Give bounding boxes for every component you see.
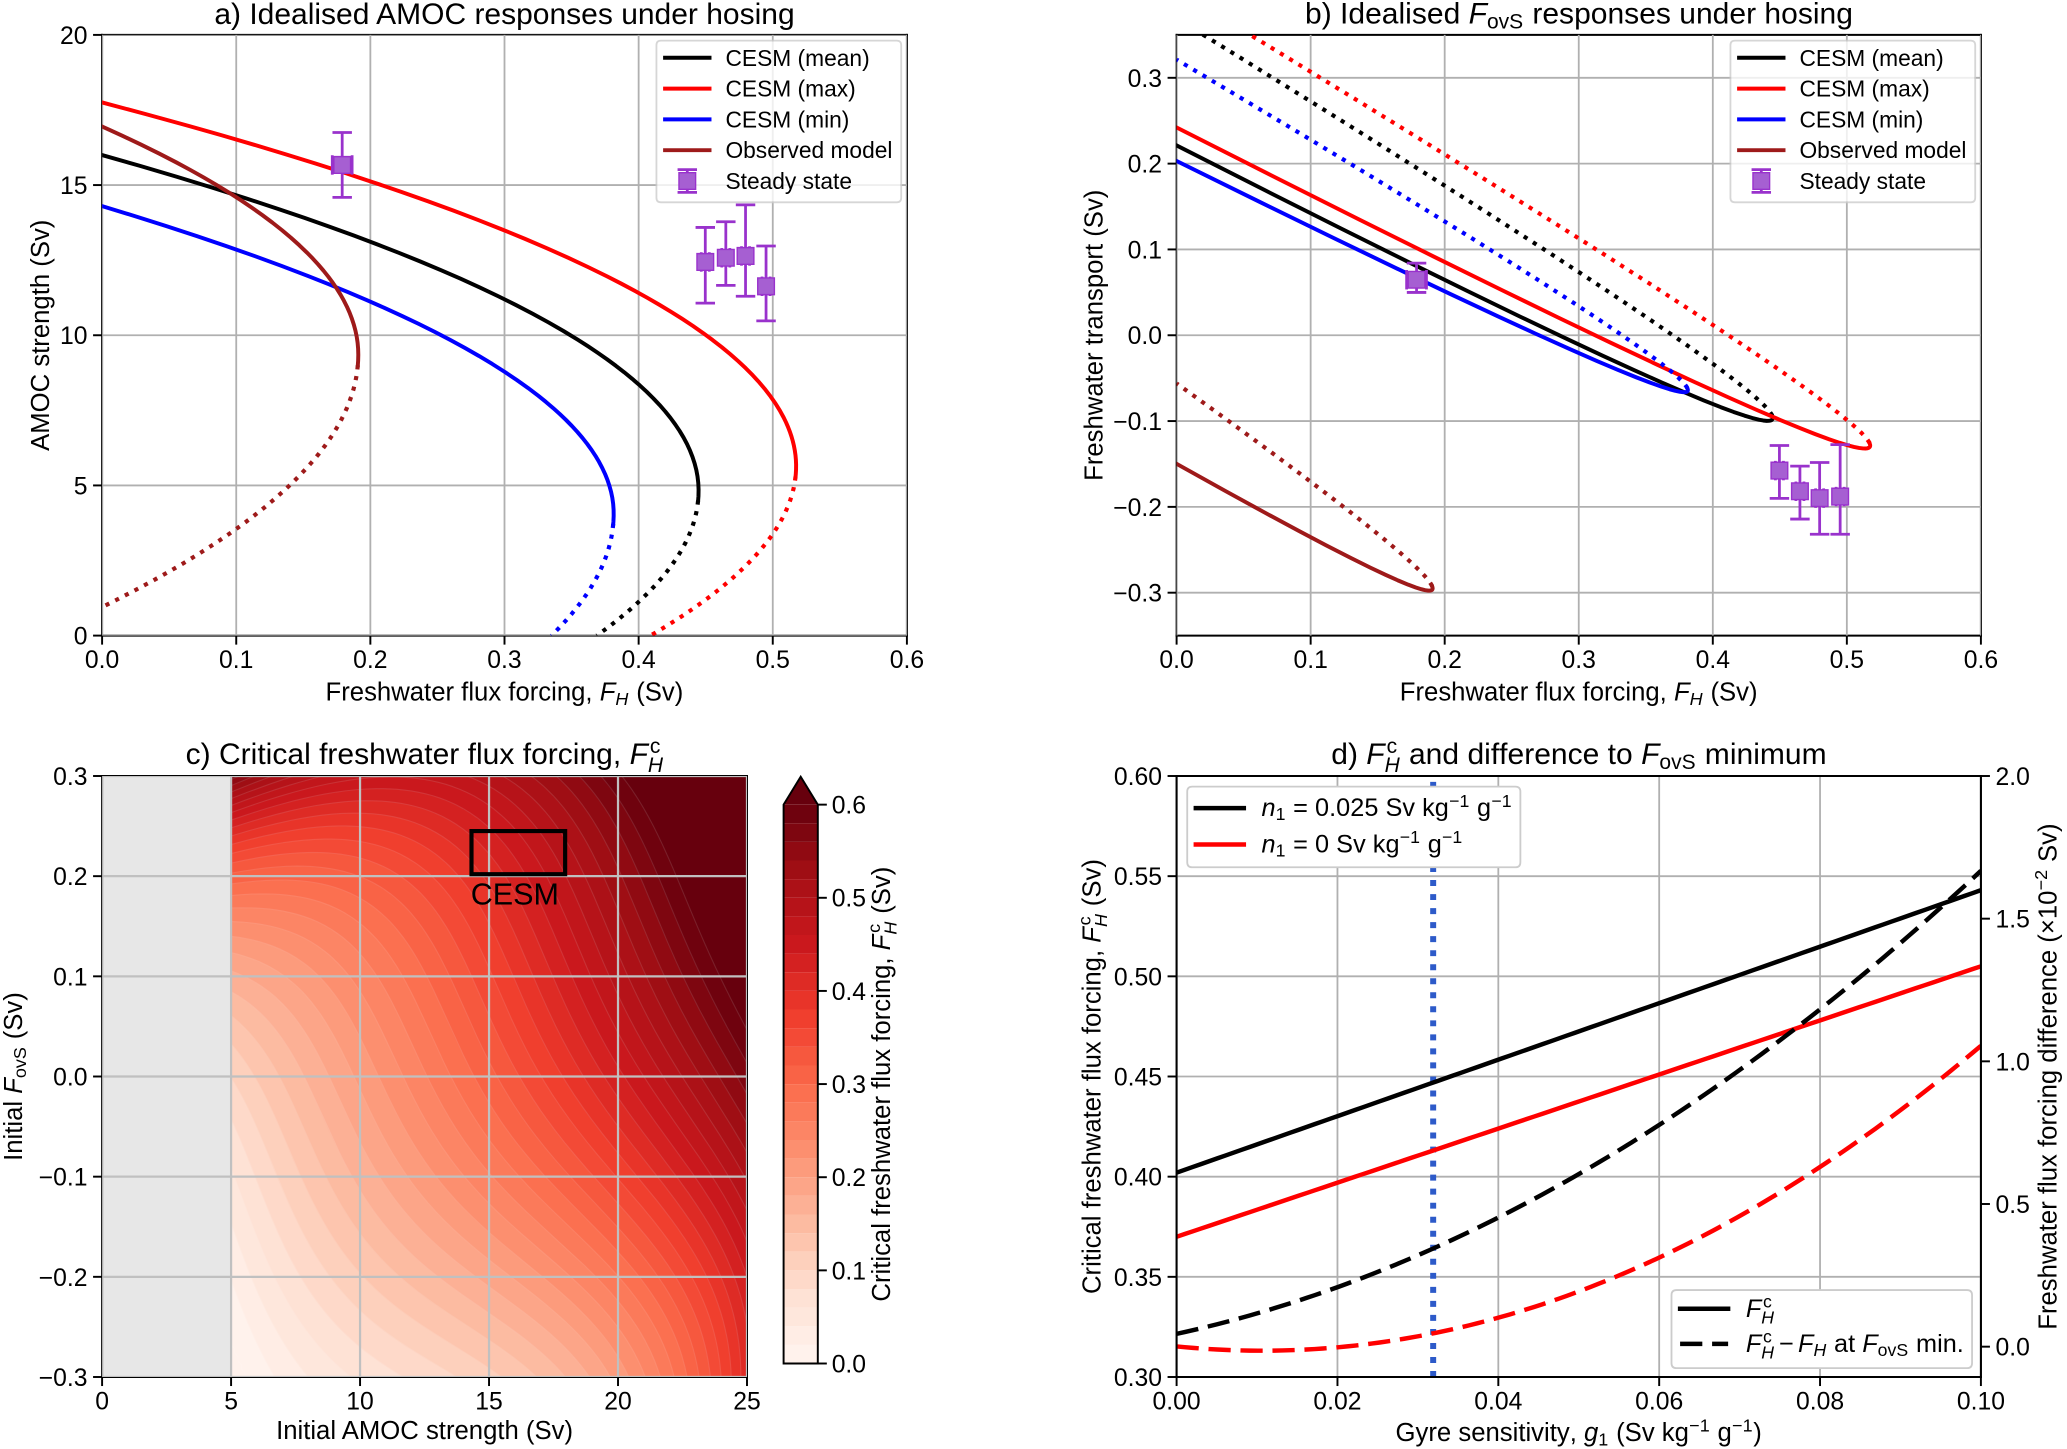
svg-text:Steady state: Steady state xyxy=(1799,168,1926,194)
svg-text:0.6: 0.6 xyxy=(1964,647,1998,674)
svg-text:CESM (mean): CESM (mean) xyxy=(1799,45,1943,71)
svg-text:Steady state: Steady state xyxy=(725,168,852,194)
svg-text:5: 5 xyxy=(224,1389,238,1416)
svg-text:F r e s: F r e s h w a t e r f l u x f o r c i n … xyxy=(1400,679,1764,709)
svg-text:0.0: 0.0 xyxy=(85,647,119,674)
svg-text:0.04: 0.04 xyxy=(1474,1389,1522,1416)
svg-text:F r e s: F r e s h w a t e r f l u x f o r c i n … xyxy=(2027,817,2063,1329)
svg-text:0.1: 0.1 xyxy=(832,1258,866,1285)
svg-text:d ): d ) a n d d i f f e r e n c e t o m i xyxy=(1331,733,1833,777)
svg-text:0.3: 0.3 xyxy=(487,647,521,674)
svg-text:CESM (min): CESM (min) xyxy=(725,106,849,132)
svg-text:0.10: 0.10 xyxy=(1957,1389,2005,1416)
svg-text:b ) I: b ) I d e a l i s e d r e s p o n s e s … xyxy=(1305,0,1859,34)
svg-text:0.00: 0.00 xyxy=(1153,1389,1201,1416)
svg-text:0.5: 0.5 xyxy=(756,647,790,674)
svg-text:0.45: 0.45 xyxy=(1114,1064,1162,1091)
svg-text:0.5: 0.5 xyxy=(1995,1192,2029,1219)
svg-text:F c H: F c H xyxy=(1746,1288,1778,1328)
svg-text:15: 15 xyxy=(475,1389,502,1416)
svg-text:−0.2: −0.2 xyxy=(1113,495,1162,522)
svg-text:Observed model: Observed model xyxy=(1799,137,1966,163)
svg-text:0.2: 0.2 xyxy=(1428,647,1462,674)
svg-text:20: 20 xyxy=(60,23,88,50)
svg-text:G y r e: G y r e s e n s i t i v i t y , ( S v xyxy=(1396,1411,1768,1449)
svg-text:1.0: 1.0 xyxy=(1995,1049,2029,1076)
svg-text:C r i t: C r i t i c a l f r e s h w a t e r f l … xyxy=(860,860,901,1301)
svg-text:n 1 − 1: n 1 − 1 − 1 = 0 S v k g g xyxy=(1262,823,1469,861)
svg-text:0.60: 0.60 xyxy=(1114,764,1162,791)
svg-text:0.2: 0.2 xyxy=(53,864,87,891)
svg-text:20: 20 xyxy=(604,1389,632,1416)
svg-text:0.0: 0.0 xyxy=(1128,323,1162,350)
svg-text:−0.3: −0.3 xyxy=(1113,581,1162,608)
svg-text:25: 25 xyxy=(733,1389,761,1416)
svg-text:0.02: 0.02 xyxy=(1313,1389,1361,1416)
svg-text:CESM: CESM xyxy=(471,877,559,911)
svg-text:F F F c: F F F c o v S H H − a t m i n . xyxy=(1746,1323,1964,1364)
svg-text:0.0: 0.0 xyxy=(832,1351,866,1378)
svg-text:0.4: 0.4 xyxy=(621,647,656,674)
svg-text:0.6: 0.6 xyxy=(890,647,924,674)
svg-text:0.5: 0.5 xyxy=(832,886,866,913)
svg-text:CESM (min): CESM (min) xyxy=(1799,106,1923,132)
svg-text:0: 0 xyxy=(74,624,88,651)
svg-text:0.3: 0.3 xyxy=(1128,66,1162,93)
svg-text:0.4: 0.4 xyxy=(832,979,867,1006)
svg-text:15: 15 xyxy=(60,173,88,200)
svg-text:0.3: 0.3 xyxy=(53,764,87,791)
svg-text:AMOC strength (Sv): AMOC strength (Sv) xyxy=(27,220,55,451)
svg-text:0.6: 0.6 xyxy=(832,793,866,820)
svg-text:−0.1: −0.1 xyxy=(39,1165,88,1192)
svg-text:C r i t: C r i t i c a l f r e s h w a t e r f l … xyxy=(1071,853,1112,1294)
svg-text:0.06: 0.06 xyxy=(1635,1389,1683,1416)
svg-text:10: 10 xyxy=(60,323,88,350)
svg-text:CESM (max): CESM (max) xyxy=(1799,76,1929,102)
svg-text:0.4: 0.4 xyxy=(1696,647,1731,674)
svg-text:0: 0 xyxy=(95,1389,109,1416)
svg-text:n 1 − 1: n 1 − 1 − 1 = 0 . 0 2 5 S v k g g xyxy=(1262,787,1518,825)
svg-text:−0.3: −0.3 xyxy=(39,1365,88,1392)
svg-text:0.2: 0.2 xyxy=(1128,152,1162,179)
svg-text:Freshwater transport (Sv): Freshwater transport (Sv) xyxy=(1080,190,1108,481)
svg-text:0.1: 0.1 xyxy=(1293,647,1327,674)
svg-text:10: 10 xyxy=(346,1389,374,1416)
svg-text:0.1: 0.1 xyxy=(1128,237,1162,264)
svg-text:0.0: 0.0 xyxy=(1995,1335,2029,1362)
svg-text:0.35: 0.35 xyxy=(1114,1265,1162,1292)
svg-text:−0.1: −0.1 xyxy=(1113,409,1162,436)
svg-text:CESM (mean): CESM (mean) xyxy=(725,45,869,71)
svg-text:0.0: 0.0 xyxy=(1159,647,1193,674)
svg-text:0.3: 0.3 xyxy=(832,1072,866,1099)
svg-text:1.5: 1.5 xyxy=(1995,907,2029,934)
svg-text:0.08: 0.08 xyxy=(1796,1389,1844,1416)
svg-text:0.1: 0.1 xyxy=(219,647,253,674)
svg-text:0.0: 0.0 xyxy=(53,1064,87,1091)
svg-text:a) Idealised AMOC responses un: a) Idealised AMOC responses under hosing xyxy=(214,0,794,31)
svg-text:F r e s: F r e s h w a t e r f l u x f o r c i n … xyxy=(326,679,690,709)
svg-text:−0.2: −0.2 xyxy=(39,1265,88,1292)
svg-text:0.5: 0.5 xyxy=(1830,647,1864,674)
svg-text:0.2: 0.2 xyxy=(832,1165,866,1192)
svg-text:0.2: 0.2 xyxy=(353,647,387,674)
svg-text:0.3: 0.3 xyxy=(1562,647,1596,674)
svg-text:Initial AMOC strength (Sv): Initial AMOC strength (Sv) xyxy=(276,1417,573,1445)
svg-text:CESM (max): CESM (max) xyxy=(725,76,855,102)
svg-text:0.1: 0.1 xyxy=(53,964,87,991)
svg-text:5: 5 xyxy=(74,473,88,500)
svg-text:Observed model: Observed model xyxy=(725,137,892,163)
svg-text:c ) C: c ) C r i t i c a l f r e s h w a t e r … xyxy=(186,733,667,777)
svg-text:0.50: 0.50 xyxy=(1114,964,1162,991)
svg-text:I n i t: I n i t i a l ( S v ) F o v S xyxy=(0,986,31,1161)
svg-text:2.0: 2.0 xyxy=(1995,764,2029,791)
svg-text:0.55: 0.55 xyxy=(1114,864,1162,891)
svg-text:0.40: 0.40 xyxy=(1114,1165,1162,1192)
svg-text:0.30: 0.30 xyxy=(1114,1365,1162,1392)
